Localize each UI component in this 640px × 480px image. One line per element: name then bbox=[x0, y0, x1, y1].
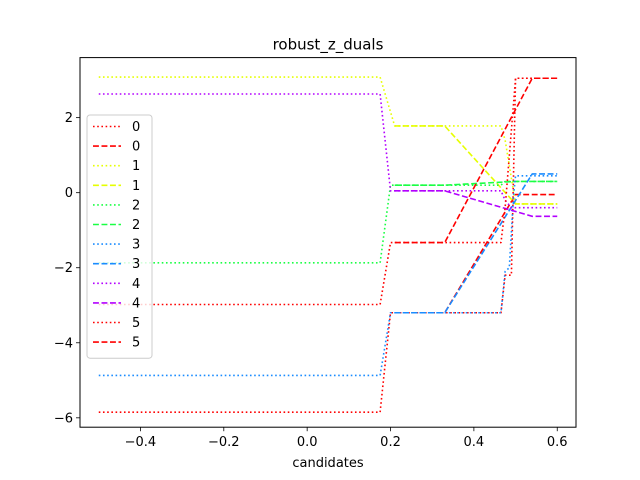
legend: 0 0 1 1 2 2 3 3 4 4 5 5 bbox=[86, 114, 153, 359]
legend-label: 3 bbox=[132, 257, 140, 272]
chart-title: robust_z_duals bbox=[273, 36, 384, 55]
series-line-0-dotted bbox=[98, 77, 558, 413]
legend-label: 5 bbox=[132, 316, 140, 331]
legend-label: 0 bbox=[132, 120, 140, 135]
x-axis-label: candidates bbox=[292, 456, 364, 471]
legend-label: 4 bbox=[132, 296, 140, 311]
y-tick-label: 2 bbox=[65, 111, 73, 126]
x-tick-label: 0.2 bbox=[380, 435, 401, 450]
legend-label: 1 bbox=[132, 179, 140, 194]
x-tick-label: −0.2 bbox=[208, 435, 240, 450]
series-line-5-dotted bbox=[98, 77, 558, 306]
y-tick-label: 0 bbox=[65, 186, 73, 201]
series-line-1-dotted bbox=[98, 76, 558, 205]
legend-label: 1 bbox=[132, 159, 140, 174]
y-tick-label: −6 bbox=[54, 411, 73, 426]
x-axis: −0.4 −0.2 0.0 0.2 0.4 0.6 bbox=[125, 427, 568, 450]
y-tick-label: −4 bbox=[54, 336, 73, 351]
legend-label: 5 bbox=[132, 336, 140, 351]
legend-box bbox=[86, 114, 153, 359]
series-line-3-dotted bbox=[98, 175, 558, 377]
series-line-2-dashed bbox=[394, 180, 558, 186]
series-layer bbox=[98, 76, 558, 413]
legend-label: 3 bbox=[132, 238, 140, 253]
legend-label: 2 bbox=[132, 198, 140, 213]
x-tick-label: −0.4 bbox=[125, 435, 157, 450]
series-line-5-dashed bbox=[394, 77, 558, 244]
legend-label: 2 bbox=[132, 218, 140, 233]
series-line-4-dashed bbox=[394, 190, 558, 218]
legend-label: 4 bbox=[132, 277, 140, 292]
series-line-4-dotted bbox=[98, 93, 558, 209]
plot-frame bbox=[79, 57, 577, 428]
x-tick-label: 0.6 bbox=[547, 435, 568, 450]
x-tick-label: 0.0 bbox=[297, 435, 318, 450]
y-axis: −6 −4 −2 0 2 bbox=[54, 111, 80, 426]
x-tick-label: 0.4 bbox=[464, 435, 485, 450]
series-line-0-dashed bbox=[394, 193, 558, 314]
y-tick-label: −2 bbox=[54, 261, 73, 276]
legend-label: 0 bbox=[132, 140, 140, 155]
series-line-1-dashed bbox=[394, 125, 558, 205]
series-line-2-dotted bbox=[98, 180, 558, 264]
